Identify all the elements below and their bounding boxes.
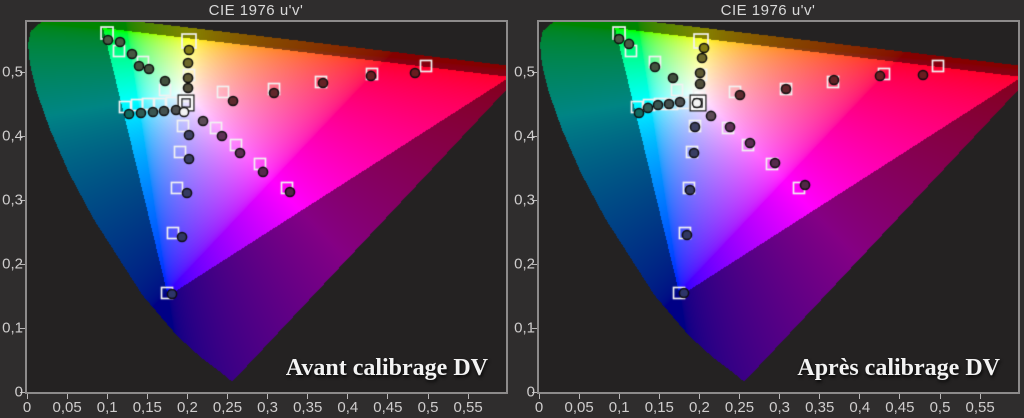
x-axis-tick xyxy=(307,394,309,399)
y-axis-tick xyxy=(532,263,537,265)
y-tick-label: 0,3 xyxy=(2,191,23,209)
x-tick-label: 0,3 xyxy=(769,399,791,416)
x-axis-tick xyxy=(899,394,901,399)
chart-title: CIE 1976 u'v' xyxy=(720,2,816,19)
y-tick-label: 0,5 xyxy=(514,63,535,81)
x-tick-label: 0,25 xyxy=(724,399,755,416)
x-tick-label: 0,05 xyxy=(564,399,594,416)
y-tick-label: 0,5 xyxy=(2,63,23,81)
x-tick-label: 0,1 xyxy=(96,399,118,416)
chart-panel-apres: CIE 1976 u'v' Après calibrage DV 0 0,05 0,… xyxy=(512,0,1024,418)
x-axis-tick xyxy=(427,394,429,399)
x-axis-tick xyxy=(26,394,28,399)
x-tick-label: 0,55 xyxy=(965,399,995,416)
y-tick-label: 0,1 xyxy=(514,319,535,337)
x-tick-label: 0 xyxy=(22,399,32,416)
y-axis-tick xyxy=(532,391,537,393)
y-axis-tick xyxy=(532,71,537,73)
x-tick-label: 0,2 xyxy=(176,399,198,416)
y-axis-tick xyxy=(20,327,25,329)
x-axis-tick xyxy=(227,394,228,399)
y-tick-label: 0,3 xyxy=(514,191,535,209)
x-axis-tick xyxy=(779,394,781,399)
x-axis-tick xyxy=(698,394,700,399)
x-tick-label: 0,2 xyxy=(688,399,710,416)
y-axis-tick xyxy=(20,135,25,137)
y-axis-tick xyxy=(20,391,25,393)
x-axis-tick xyxy=(939,394,941,399)
x-tick-label: 0,55 xyxy=(453,399,483,416)
x-tick-label: 0,1 xyxy=(608,399,630,416)
annotation-label: Après calibrage DV xyxy=(797,355,1000,381)
y-tick-label: 0 xyxy=(526,383,535,401)
x-axis-tick xyxy=(538,394,540,399)
x-tick-label: 0 xyxy=(534,399,544,416)
x-tick-label: 0,5 xyxy=(417,399,439,416)
x-axis-tick xyxy=(347,394,349,399)
x-tick-label: 0,4 xyxy=(337,399,359,416)
x-tick-label: 0,3 xyxy=(257,399,279,416)
cie-chromaticity-diagram xyxy=(539,22,1018,392)
x-axis-tick xyxy=(146,394,148,399)
y-axis-tick xyxy=(532,199,537,201)
x-axis-tick xyxy=(578,394,580,399)
chart-panel-avant: CIE 1976 u'v' Avant calibrage DV 0 0,05 0,… xyxy=(2,2,508,416)
x-axis-tick xyxy=(979,394,981,399)
x-tick-label: 0,35 xyxy=(805,399,835,416)
x-axis-tick xyxy=(186,394,188,399)
y-axis-tick xyxy=(532,135,537,137)
x-tick-label: 0,45 xyxy=(885,399,915,416)
plot-frame: Avant calibrage DV xyxy=(25,20,508,394)
y-tick-label: 0,1 xyxy=(2,319,23,337)
y-tick-label: 0,4 xyxy=(514,127,535,145)
plot-frame: Après calibrage DV xyxy=(537,20,1020,394)
x-axis-tick xyxy=(739,394,740,399)
x-tick-label: 0,4 xyxy=(849,399,871,416)
x-axis-tick xyxy=(267,394,269,399)
y-axis-tick xyxy=(532,327,537,329)
x-tick-label: 0,15 xyxy=(644,399,674,416)
y-axis-tick xyxy=(20,199,25,201)
x-axis-tick xyxy=(819,394,821,399)
y-tick-label: 0,2 xyxy=(2,255,23,273)
x-tick-label: 0,15 xyxy=(132,399,162,416)
x-axis-tick xyxy=(658,394,660,399)
annotation-label: Avant calibrage DV xyxy=(285,355,488,381)
x-tick-label: 0,25 xyxy=(212,399,243,416)
x-axis-tick xyxy=(859,394,861,399)
x-axis-tick xyxy=(66,394,68,399)
x-axis-tick xyxy=(106,394,108,399)
x-tick-label: 0,45 xyxy=(373,399,403,416)
y-axis-tick xyxy=(20,263,25,265)
y-tick-label: 0,4 xyxy=(2,127,23,145)
chart-title: CIE 1976 u'v' xyxy=(208,2,304,19)
y-tick-label: 0,2 xyxy=(514,255,535,273)
x-tick-label: 0,35 xyxy=(293,399,323,416)
x-axis-tick xyxy=(618,394,620,399)
y-axis-tick xyxy=(20,71,25,73)
x-tick-label: 0,05 xyxy=(52,399,82,416)
x-tick-label: 0,5 xyxy=(929,399,951,416)
y-tick-label: 0 xyxy=(14,383,23,401)
x-axis-tick xyxy=(467,394,469,399)
x-axis-tick xyxy=(387,394,389,399)
cie-chromaticity-diagram xyxy=(27,22,506,392)
